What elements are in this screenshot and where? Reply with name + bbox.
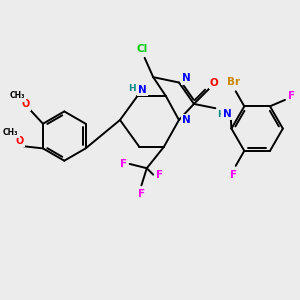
Text: F: F (156, 169, 163, 180)
Text: F: F (230, 170, 237, 181)
Text: O: O (15, 136, 23, 146)
Text: F: F (138, 189, 145, 199)
Text: N: N (182, 115, 191, 125)
Text: N: N (223, 109, 232, 118)
Text: O: O (210, 77, 219, 88)
Text: CH₃: CH₃ (10, 92, 25, 100)
Text: CH₃: CH₃ (3, 128, 19, 137)
Text: Cl: Cl (137, 44, 148, 54)
Text: F: F (120, 159, 127, 169)
Text: Br: Br (227, 77, 240, 87)
Text: N: N (182, 73, 191, 83)
Text: H: H (217, 110, 224, 119)
Text: F: F (288, 91, 295, 100)
Text: N: N (138, 85, 147, 95)
Text: O: O (22, 100, 30, 110)
Text: H: H (128, 84, 136, 93)
